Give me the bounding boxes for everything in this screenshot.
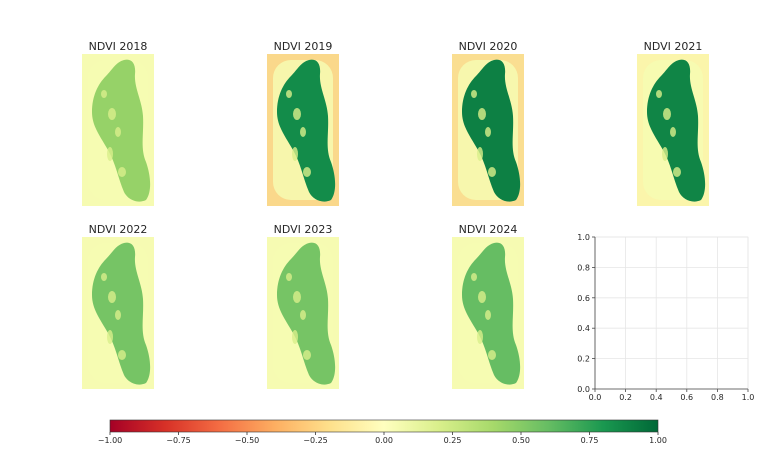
sparse-vegetation-patch xyxy=(300,310,306,320)
sparse-vegetation-patch xyxy=(488,167,496,177)
island-vegetation xyxy=(462,242,521,385)
sparse-vegetation-patch xyxy=(471,90,477,98)
sparse-vegetation-patch xyxy=(478,291,486,303)
sparse-vegetation-patch xyxy=(303,167,311,177)
sparse-vegetation-patch xyxy=(293,291,301,303)
sparse-vegetation-patch xyxy=(471,273,477,281)
empty-axes-frame xyxy=(594,236,749,390)
island-vegetation xyxy=(277,242,336,385)
sparse-vegetation-patch xyxy=(115,310,121,320)
sparse-vegetation-patch xyxy=(477,147,483,161)
sparse-vegetation-patch xyxy=(488,350,496,360)
panel-title: NDVI 2018 xyxy=(89,40,148,53)
sparse-vegetation-patch xyxy=(286,90,292,98)
sparse-vegetation-patch xyxy=(118,167,126,177)
ndvi-panel: NDVI 2022 xyxy=(82,223,154,389)
sparse-vegetation-patch xyxy=(286,273,292,281)
island-vegetation xyxy=(92,242,151,385)
island-vegetation xyxy=(647,59,706,202)
panel-title: NDVI 2024 xyxy=(459,223,518,236)
colorbar-tick-label: −0.25 xyxy=(303,436,328,445)
sparse-vegetation-patch xyxy=(107,330,113,344)
sparse-vegetation-patch xyxy=(108,108,116,120)
sparse-vegetation-patch xyxy=(292,147,298,161)
ndvi-panel: NDVI 2021 xyxy=(637,40,709,206)
x-tick-label: 0.2 xyxy=(619,393,632,402)
sparse-vegetation-patch xyxy=(293,108,301,120)
island-vegetation xyxy=(462,59,521,202)
sparse-vegetation-patch xyxy=(101,90,107,98)
ndvi-panel: NDVI 2023 xyxy=(267,223,339,389)
sparse-vegetation-patch xyxy=(107,147,113,161)
island-vegetation xyxy=(92,59,151,202)
sparse-vegetation-patch xyxy=(673,167,681,177)
x-tick-label: 0.6 xyxy=(680,393,693,402)
colorbar-tick-label: 0.25 xyxy=(444,436,462,445)
sparse-vegetation-patch xyxy=(670,127,676,137)
sparse-vegetation-patch xyxy=(115,127,121,137)
colorbar-gradient xyxy=(109,419,659,433)
colorbar-tick-label: 0.50 xyxy=(512,436,530,445)
sparse-vegetation-patch xyxy=(485,310,491,320)
sparse-vegetation-patch xyxy=(108,291,116,303)
sparse-vegetation-patch xyxy=(485,127,491,137)
panel-title: NDVI 2021 xyxy=(644,40,703,53)
panel-title: NDVI 2023 xyxy=(274,223,333,236)
ndvi-panel: NDVI 2018 xyxy=(82,40,154,206)
panel-title: NDVI 2022 xyxy=(89,223,148,236)
ndvi-panel: NDVI 2024 xyxy=(452,223,524,389)
ndvi-panel: NDVI 2020 xyxy=(452,40,524,206)
x-tick-label: 0.4 xyxy=(650,393,663,402)
y-tick-label: 0.6 xyxy=(577,294,590,303)
sparse-vegetation-patch xyxy=(663,108,671,120)
sparse-vegetation-patch xyxy=(662,147,668,161)
y-tick-label: 0.4 xyxy=(577,324,590,333)
sparse-vegetation-patch xyxy=(303,350,311,360)
sparse-vegetation-patch xyxy=(292,330,298,344)
colorbar-tick-label: 0.00 xyxy=(375,436,393,445)
island-vegetation xyxy=(277,59,336,202)
x-tick-label: 1.0 xyxy=(742,393,755,402)
colorbar-tick-label: −1.00 xyxy=(98,436,123,445)
sparse-vegetation-patch xyxy=(478,108,486,120)
ndvi-panel: NDVI 2019 xyxy=(267,40,339,206)
x-tick-label: 0.8 xyxy=(711,393,724,402)
colorbar-tick-label: −0.75 xyxy=(166,436,191,445)
y-tick-label: 0.8 xyxy=(577,263,590,272)
sparse-vegetation-patch xyxy=(300,127,306,137)
panel-title: NDVI 2019 xyxy=(274,40,333,53)
colorbar-tick-label: 0.75 xyxy=(581,436,599,445)
colorbar-tick-label: −0.50 xyxy=(235,436,260,445)
sparse-vegetation-patch xyxy=(118,350,126,360)
y-tick-label: 1.0 xyxy=(577,233,590,242)
panel-title: NDVI 2020 xyxy=(459,40,518,53)
sparse-vegetation-patch xyxy=(656,90,662,98)
y-tick-label: 0.0 xyxy=(577,385,590,394)
sparse-vegetation-patch xyxy=(477,330,483,344)
y-tick-label: 0.2 xyxy=(577,355,590,364)
colorbar-tick-label: 1.00 xyxy=(649,436,667,445)
sparse-vegetation-patch xyxy=(101,273,107,281)
x-tick-label: 0.0 xyxy=(589,393,602,402)
